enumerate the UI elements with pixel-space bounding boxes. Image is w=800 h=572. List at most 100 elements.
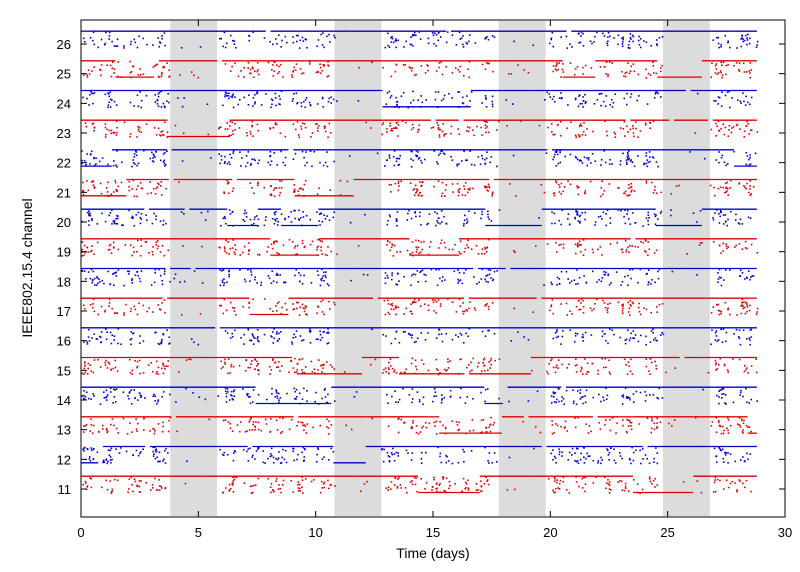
channel-14-point-120 [722,393,725,395]
channel-24-point-256 [183,97,185,99]
channel-17-point-461 [550,305,552,308]
channel-26-point-392 [431,32,434,34]
channel-18-point-438 [717,278,720,280]
channel-22-point-255 [95,163,97,165]
channel-16-point-365 [315,338,318,341]
channel-26-point-109 [136,46,139,49]
channel-22-point-314 [383,165,386,167]
channel-21-point-61 [488,186,491,189]
channel-21-point-442 [417,194,420,196]
channel-13-point-474 [471,418,474,421]
channel-20-point-35 [396,224,398,227]
channel-12-point-68 [162,460,164,462]
channel-13-point-507 [281,431,283,433]
channel-12-point-45 [447,460,450,462]
channel-19-point-496 [84,252,86,254]
channel-20-point-510 [140,218,143,221]
channel-26-point-133 [276,42,278,45]
channel-11-point-24 [90,486,93,489]
channel-13-point-464 [101,428,104,430]
channel-22-point-250 [416,155,419,157]
channel-18-point-430 [492,278,495,281]
channel-12-point-400 [739,459,742,461]
channel-17-point-364 [248,301,250,304]
channel-23-point-271 [226,128,229,130]
channel-17-point-63 [397,306,399,309]
channel-11-point-489 [444,490,447,493]
channel-22-point-35 [556,150,558,152]
channel-19-point-415 [136,239,139,242]
channel-15-point-519 [552,366,555,369]
channel-14-point-424 [247,396,250,398]
channel-25-point-20 [555,65,557,67]
channel-19-point-336 [234,253,236,256]
channel-18-point-85 [161,283,164,286]
channel-21-point-50 [488,185,490,188]
channel-19-point-502 [514,251,516,254]
channel-11-point-171 [714,479,716,481]
channel-25-point-44 [129,60,131,63]
channel-15-series [81,356,758,376]
channel-22-point-483 [133,156,136,158]
channel-15-point-108 [303,372,306,374]
channel-19-point-471 [239,254,242,256]
channel-14-point-305 [558,388,560,390]
channel-15-point-57 [224,363,227,365]
channel-13-point-245 [153,432,156,435]
channel-13-point-388 [222,419,225,422]
channel-23-point-383 [578,135,581,138]
channel-13-point-456 [711,421,714,423]
channel-24-point-325 [410,101,412,104]
channel-11-point-503 [729,482,732,485]
channel-15-point-120 [222,366,224,368]
channel-22-point-158 [733,150,735,153]
channel-26-point-299 [108,38,110,40]
channel-22-point-430 [410,150,413,153]
channel-24-point-303 [308,101,311,104]
channel-11-point-38 [298,487,301,490]
channel-26-point-494 [466,43,469,45]
channel-23-point-58 [365,121,367,124]
channel-19-point-275 [266,250,268,253]
channel-13-point-289 [92,424,95,427]
channel-16-point-95 [725,331,728,334]
channel-11-point-463 [636,483,639,485]
channel-13-point-374 [489,430,492,433]
channel-11-point-335 [297,487,300,489]
channel-26-point-110 [716,36,718,39]
channel-14-point-469 [326,401,329,404]
channel-14-point-270 [276,392,278,394]
channel-16-point-389 [573,340,576,343]
channel-13-point-218 [472,429,475,432]
channel-14-point-139 [92,393,95,395]
channel-22-point-266 [608,163,611,165]
channel-16-point-182 [737,336,740,338]
channel-11-point-421 [111,488,114,491]
channel-22-point-215 [603,150,605,152]
channel-17-point-289 [433,309,435,312]
channel-12-point-460 [533,447,535,450]
channel-22-point-107 [81,159,83,162]
channel-18-point-473 [219,269,221,271]
channel-20-point-194 [132,217,134,219]
channel-24-point-183 [231,94,234,97]
channel-26-point-70 [419,38,422,40]
channel-15-point-141 [469,370,471,373]
channel-20-point-307 [318,213,321,216]
channel-24-point-215 [629,96,632,99]
channel-19-point-404 [582,254,585,256]
channel-16-point-84 [272,342,275,344]
channel-11-point-355 [656,484,659,486]
channel-17-point-413 [632,302,635,305]
channel-26-point-212 [622,38,624,41]
channel-19-point-162 [201,245,203,248]
channel-20-point-318 [579,222,581,224]
channel-26-point-42 [224,46,227,49]
channel-17-point-61 [136,313,139,316]
channel-24-point-451 [92,92,95,95]
channel-25-point-164 [327,60,329,63]
channel-12-point-458 [159,460,161,463]
channel-11-point-107 [138,480,141,482]
channel-14-point-437 [572,402,575,405]
channel-12-point-510 [165,447,167,450]
